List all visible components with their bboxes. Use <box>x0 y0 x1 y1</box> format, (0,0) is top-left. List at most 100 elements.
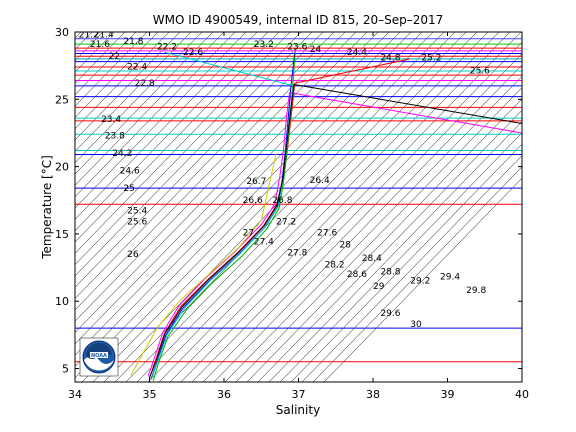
contour-label: 25 <box>123 184 134 194</box>
contour-label: 26.8 <box>272 196 292 206</box>
contour-label: 27.4 <box>254 238 274 248</box>
contour-label: 28.4 <box>362 254 382 264</box>
contour-label: 27 <box>243 228 254 238</box>
x-tick-label: 35 <box>143 388 157 401</box>
density-contour-line <box>75 32 313 277</box>
contour-label: 22.2 <box>157 43 177 53</box>
density-contour-line <box>75 32 302 266</box>
contour-label: 25.6 <box>470 67 490 77</box>
profile-series <box>130 48 522 381</box>
profile-line <box>149 83 522 379</box>
contour-label: 25.4 <box>127 207 147 217</box>
contour-label: 25.6 <box>127 218 147 228</box>
contour-label: 22.8 <box>135 79 155 89</box>
density-contour-line <box>75 32 346 311</box>
y-tick-label: 25 <box>55 93 69 106</box>
density-contour-line <box>268 121 522 382</box>
density-contour-line <box>235 87 522 382</box>
density-contour-line <box>75 32 148 107</box>
density-contour-line <box>158 32 500 382</box>
density-contour-line <box>279 132 522 382</box>
contour-label: 29.2 <box>410 277 430 287</box>
contour-label: 23.8 <box>105 131 125 141</box>
y-axis-label: Temperature [°C] <box>40 155 54 260</box>
contour-label: 21.6 <box>90 40 110 50</box>
density-contour-line <box>75 32 170 130</box>
contour-label: 29.8 <box>466 286 486 296</box>
y-tick-label: 30 <box>55 26 69 39</box>
horizontal-reference-lines <box>75 38 522 363</box>
density-contour-lines <box>75 32 522 382</box>
profile-line <box>147 92 522 377</box>
density-contour-line <box>257 109 522 382</box>
density-contour-line <box>75 32 357 322</box>
contour-label: 26.7 <box>246 177 266 187</box>
density-contour-line <box>75 32 401 367</box>
density-contour-line <box>147 32 489 382</box>
density-contour-line <box>75 32 324 288</box>
contour-label: 22.6 <box>183 48 203 58</box>
y-axis-ticks: 5 10 15 20 25 30 <box>55 26 522 376</box>
x-axis-ticks: 34 35 36 37 38 39 40 <box>68 32 529 401</box>
chart-title: WMO ID 4900549, internal ID 815, 20–Sep–… <box>153 13 444 27</box>
contour-label: 24.4 <box>347 48 367 58</box>
density-contour-line <box>75 32 368 333</box>
density-contour-line <box>125 32 467 382</box>
x-tick-label: 34 <box>68 388 82 401</box>
density-contour-labels: 21.221.421.6 21.822 22.2 22.4 22.6 22.8 23.4 23… <box>79 30 490 330</box>
density-contour-line <box>75 32 225 186</box>
profile-line <box>149 58 411 379</box>
contour-label: 21.4 <box>94 30 114 40</box>
contour-label: 24.6 <box>120 166 140 176</box>
contour-label: 26.6 <box>243 196 263 206</box>
density-contour-line <box>75 32 159 118</box>
profile-line <box>130 153 277 376</box>
density-contour-line <box>75 32 203 164</box>
contour-label: 24 <box>310 45 322 55</box>
plot-area: 21.221.421.6 21.822 22.2 22.4 22.6 22.8 23.4 23… <box>75 30 522 382</box>
noaa-logo: NOAA <box>79 337 119 377</box>
contour-label: 28.6 <box>347 270 367 280</box>
contour-label: 22.4 <box>127 63 147 73</box>
density-contour-line <box>81 32 423 382</box>
contour-label: 23.2 <box>254 40 274 50</box>
density-contour-line <box>75 32 236 198</box>
contour-label: 27.8 <box>287 248 307 258</box>
x-axis-label: Salinity <box>276 403 320 417</box>
density-contour-line <box>224 75 522 382</box>
contour-label: 22 <box>109 52 120 62</box>
density-contour-line <box>75 32 214 175</box>
density-contour-line <box>136 32 478 382</box>
contour-label: 30 <box>410 320 422 330</box>
contour-label: 24.8 <box>380 53 400 63</box>
contour-label: 28.8 <box>380 267 400 277</box>
contour-label: 29.6 <box>380 309 400 319</box>
contour-label: 25.2 <box>421 53 441 63</box>
contour-label: 21.8 <box>123 37 143 47</box>
contour-label: 26 <box>127 250 139 260</box>
contour-label: 27.2 <box>276 218 296 228</box>
density-contour-line <box>75 32 137 96</box>
profile-line <box>151 51 294 379</box>
density-contour-line <box>75 32 247 209</box>
x-tick-label: 38 <box>366 388 380 401</box>
density-contour-line <box>75 32 412 379</box>
x-tick-label: 40 <box>515 388 529 401</box>
density-contour-line <box>246 98 522 382</box>
density-contour-line <box>75 32 291 254</box>
density-contour-line <box>180 32 522 382</box>
density-contour-line <box>213 64 522 382</box>
contour-label: 21.2 <box>79 30 99 40</box>
x-tick-label: 37 <box>292 388 306 401</box>
svg-text:NOAA: NOAA <box>91 353 107 359</box>
density-contour-line <box>323 177 522 382</box>
x-tick-label: 36 <box>217 388 231 401</box>
y-tick-label: 5 <box>62 363 69 376</box>
density-contour-line <box>75 32 269 232</box>
contour-label: 28.2 <box>325 261 345 271</box>
y-tick-label: 15 <box>55 228 69 241</box>
density-contour-line <box>202 53 522 382</box>
density-contour-line <box>301 155 522 382</box>
contour-label: 23.6 <box>287 43 307 53</box>
